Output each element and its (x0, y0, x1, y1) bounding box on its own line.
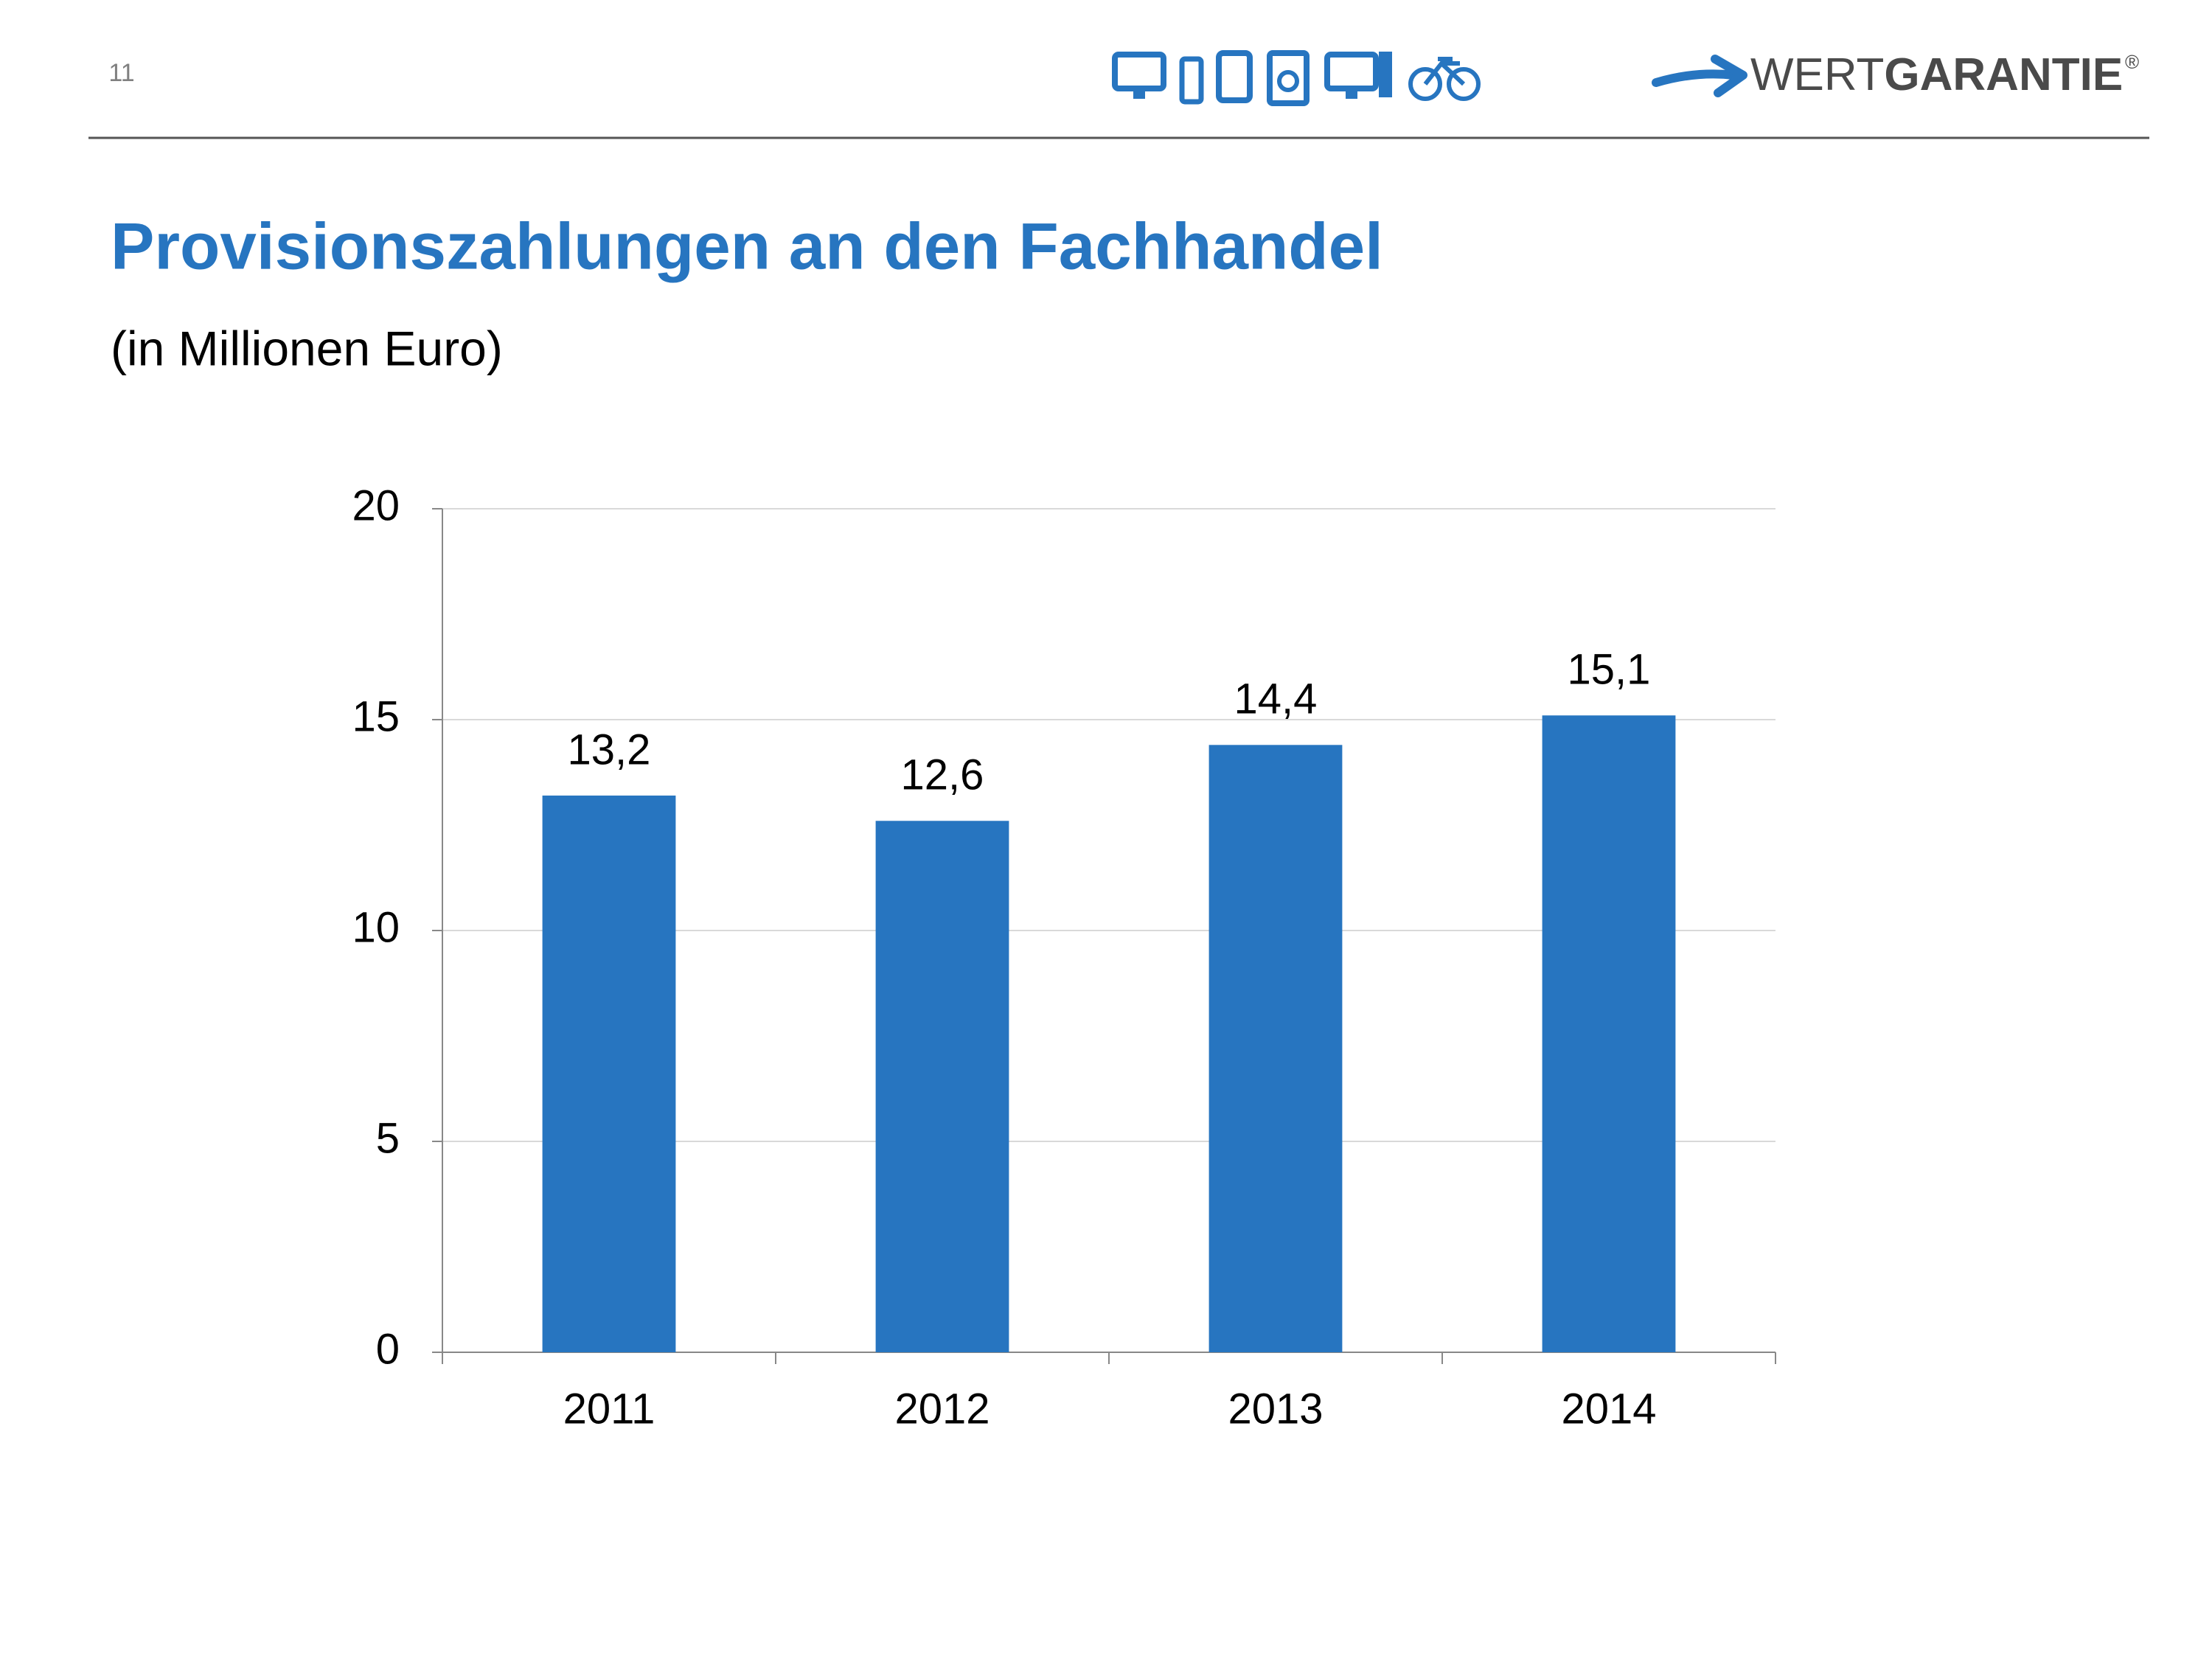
icon-bike-wheel (1447, 67, 1481, 101)
icon-washer-door (1277, 70, 1299, 92)
chart-subtitle: (in Millionen Euro) (111, 321, 503, 375)
logo-text: WERTGARANTIE (1750, 49, 2123, 100)
icon-pc-stand (1346, 88, 1357, 99)
logo-wert: WERT (1750, 49, 1884, 100)
icon-phone (1179, 56, 1204, 105)
bar (1542, 715, 1676, 1352)
y-tick-label: 15 (352, 692, 400, 740)
logo-arrow-head (1711, 55, 1747, 97)
x-tick-label: 2012 (894, 1385, 990, 1433)
value-label: 12,6 (901, 751, 984, 799)
logo-arrow (1652, 69, 1739, 87)
icon-washer (1267, 50, 1310, 106)
y-tick-label: 10 (352, 903, 400, 951)
x-tick-label: 2013 (1228, 1385, 1323, 1433)
plot: 0 5 10 15 20 2011 13,2 2012 12,6 2013 14,4 2014 15,1 (352, 481, 1776, 1433)
icon-tablet (1216, 50, 1253, 103)
value-label: 15,1 (1568, 646, 1651, 694)
x-tick-label: 2011 (563, 1385, 655, 1433)
logo-registered: ® (2125, 51, 2139, 73)
value-label: 13,2 (568, 726, 651, 773)
y-tick-label: 5 (376, 1114, 400, 1162)
logo-garantie: GARANTIE (1884, 49, 2123, 100)
y-tick-label: 20 (352, 481, 400, 529)
bar (875, 821, 1009, 1352)
page-number: 11 (108, 59, 134, 87)
icon-pc-tower (1379, 52, 1392, 97)
value-label: 14,4 (1234, 675, 1318, 723)
device-icons (1112, 50, 1481, 106)
icon-bike-frame (1423, 57, 1466, 86)
bar (1208, 745, 1343, 1352)
icon-monitor-stand (1133, 88, 1145, 99)
bar (542, 795, 676, 1352)
chart-title: Provisionszahlungen an den Fachhandel (111, 209, 1383, 283)
x-tick-label: 2014 (1561, 1385, 1656, 1433)
y-tick-label: 0 (376, 1325, 400, 1373)
icon-bike-wheel (1408, 67, 1442, 101)
